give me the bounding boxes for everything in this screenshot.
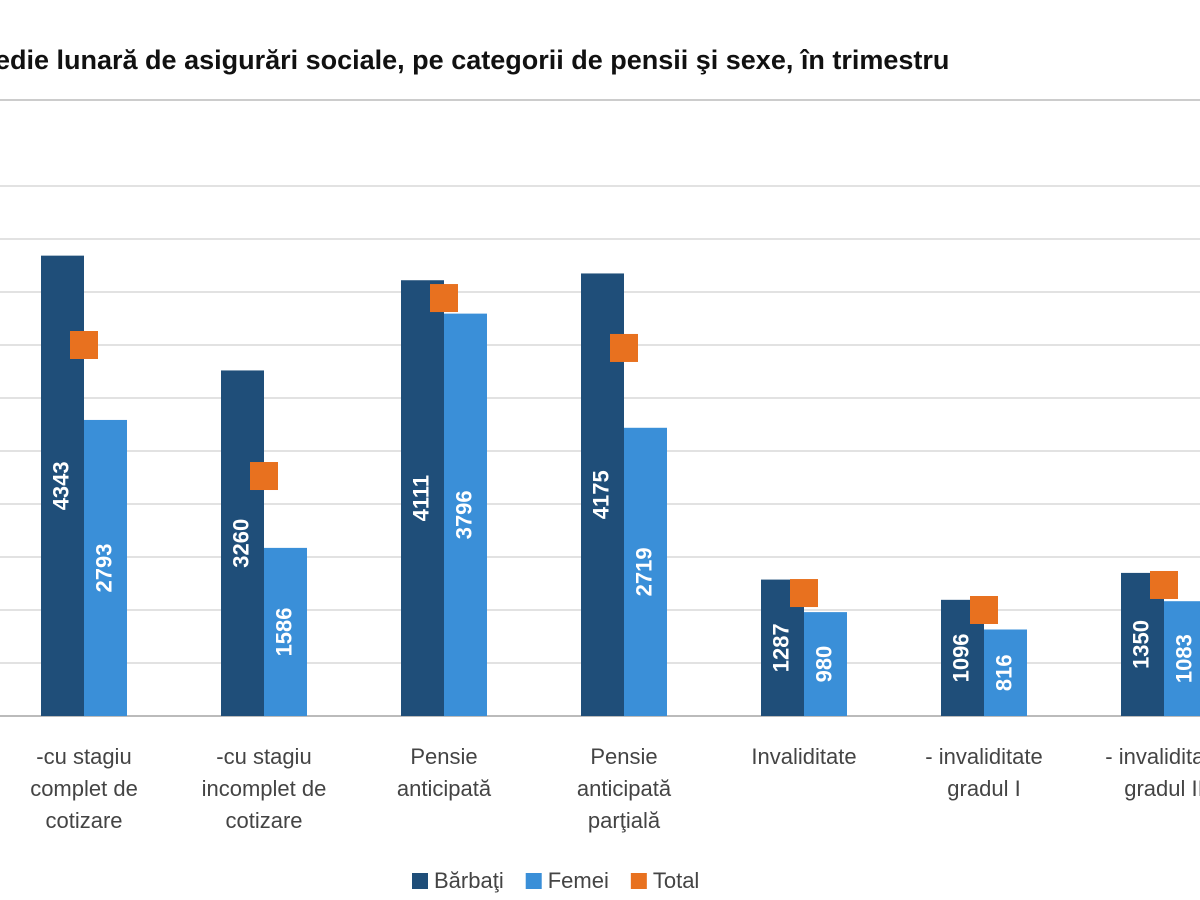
data-label: 1083 <box>1171 634 1196 683</box>
data-label: 3260 <box>228 519 253 568</box>
total-marker <box>1150 570 1178 599</box>
legend-label: Femei <box>548 868 609 893</box>
total-marker <box>970 596 998 624</box>
data-label: 2719 <box>631 547 656 596</box>
x-tick-label: Pensie anticipată <box>397 744 492 801</box>
data-label: 1287 <box>768 623 793 672</box>
data-label: 4343 <box>48 461 73 510</box>
bar <box>84 419 127 716</box>
legend-label: Total <box>653 868 699 893</box>
bar <box>264 547 307 716</box>
chart-title: edie lunară de asigurări sociale, pe cat… <box>0 45 949 75</box>
total-marker <box>70 331 98 359</box>
data-label: 4111 <box>408 475 433 522</box>
x-tick-label: -cu stagiu complet de cotizare <box>30 744 138 833</box>
legend-swatch <box>630 873 647 889</box>
data-label: 1350 <box>1128 620 1153 669</box>
bar <box>1164 601 1200 716</box>
data-label: 3796 <box>451 490 476 539</box>
legend-swatch <box>525 873 542 889</box>
total-marker <box>250 462 278 491</box>
total-marker <box>430 284 458 313</box>
data-label: 1096 <box>948 633 973 682</box>
total-marker <box>610 333 638 362</box>
bar <box>444 313 487 716</box>
bar <box>984 629 1027 716</box>
data-label: 4175 <box>588 470 613 519</box>
x-tick-label: - invaliditate gradul I <box>925 744 1042 801</box>
total-marker <box>790 579 818 608</box>
x-tick-label: Invaliditate <box>751 744 856 769</box>
bar <box>804 612 847 716</box>
bar <box>624 427 667 716</box>
bar <box>221 370 264 716</box>
data-label: 816 <box>991 654 1016 691</box>
legend-label: Bărbaţi <box>434 868 504 893</box>
bar <box>401 280 444 716</box>
data-label: 2793 <box>91 543 116 592</box>
data-label: 980 <box>811 646 836 683</box>
x-tick-label: -cu stagiu incomplet de cotizare <box>202 744 327 833</box>
data-label: 1586 <box>271 607 296 656</box>
x-tick-label: Pensie anticipată parţială <box>577 744 672 833</box>
legend-swatch <box>412 873 428 889</box>
